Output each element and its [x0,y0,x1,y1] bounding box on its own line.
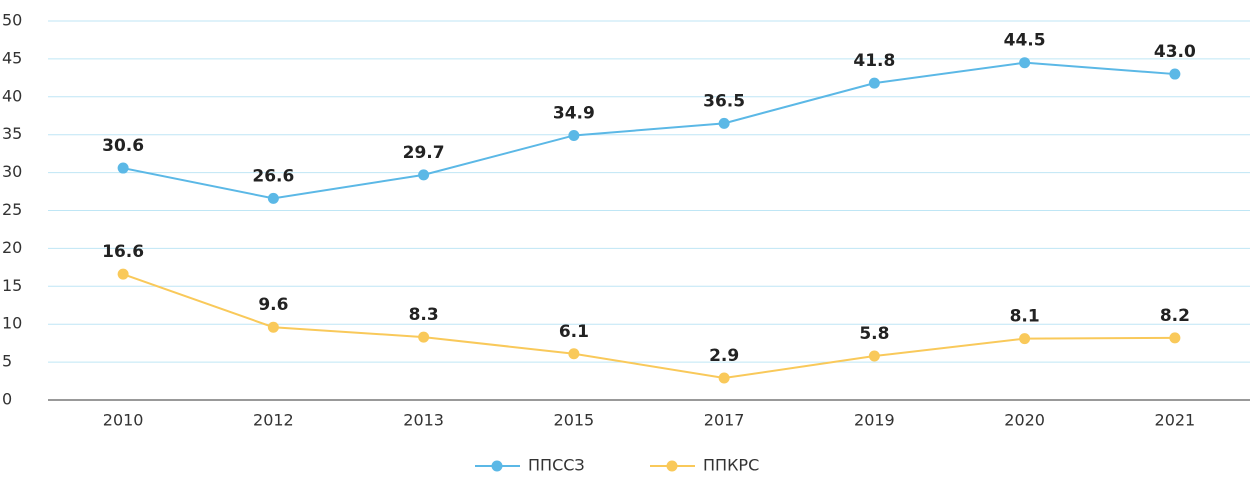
point [267,321,279,333]
y-tick-label: 35 [2,124,22,143]
y-tick-label: 40 [2,86,22,105]
value-label: 34.9 [553,103,595,123]
y-tick-label: 15 [2,276,22,295]
point [868,77,880,89]
point [267,192,279,204]
value-label: 8.3 [409,305,439,325]
y-tick-label: 5 [2,352,12,371]
value-label: 26.6 [252,166,294,186]
point [568,129,580,141]
x-tick-label: 2021 [1155,411,1196,430]
y-tick-label: 10 [2,314,22,333]
value-label: 30.6 [102,136,144,156]
y-tick-label: 20 [2,238,22,257]
point [568,348,580,360]
x-tick-label: 2020 [1004,411,1045,430]
legend-label: ППКРС [703,456,759,475]
point [1169,332,1181,344]
legend-label: ППССЗ [528,456,585,475]
value-label: 5.8 [859,324,889,344]
series-line [122,61,1175,200]
point [117,268,129,280]
point [1019,333,1031,345]
value-label: 8.2 [1160,306,1190,326]
point [718,372,730,384]
value-label: 29.7 [403,143,445,163]
x-tick-label: 2017 [704,411,745,430]
point [868,350,880,362]
x-tick-label: 2012 [253,411,294,430]
series-line [122,273,1175,380]
legend-dot [491,460,503,472]
value-label: 36.5 [703,91,745,111]
point [117,162,129,174]
legend-dot [666,460,678,472]
x-tick-label: 2015 [554,411,595,430]
point [1169,68,1181,80]
point [718,117,730,129]
x-tick-label: 2013 [403,411,444,430]
x-tick-label: 2019 [854,411,895,430]
value-label: 2.9 [709,346,739,366]
point [418,169,430,181]
y-tick-label: 45 [2,48,22,67]
point [418,331,430,343]
value-label: 44.5 [1004,31,1046,51]
y-tick-label: 50 [2,11,22,30]
value-label: 16.6 [102,242,144,262]
point [1019,57,1031,69]
value-label: 9.6 [258,295,288,315]
value-label: 8.1 [1010,307,1040,327]
value-label: 41.8 [853,51,895,71]
value-label: 43.0 [1154,42,1196,62]
y-tick-label: 0 [2,390,12,409]
value-label: 6.1 [559,322,589,342]
x-tick-label: 2010 [103,411,144,430]
y-tick-label: 30 [2,162,22,181]
y-tick-label: 25 [2,200,22,219]
